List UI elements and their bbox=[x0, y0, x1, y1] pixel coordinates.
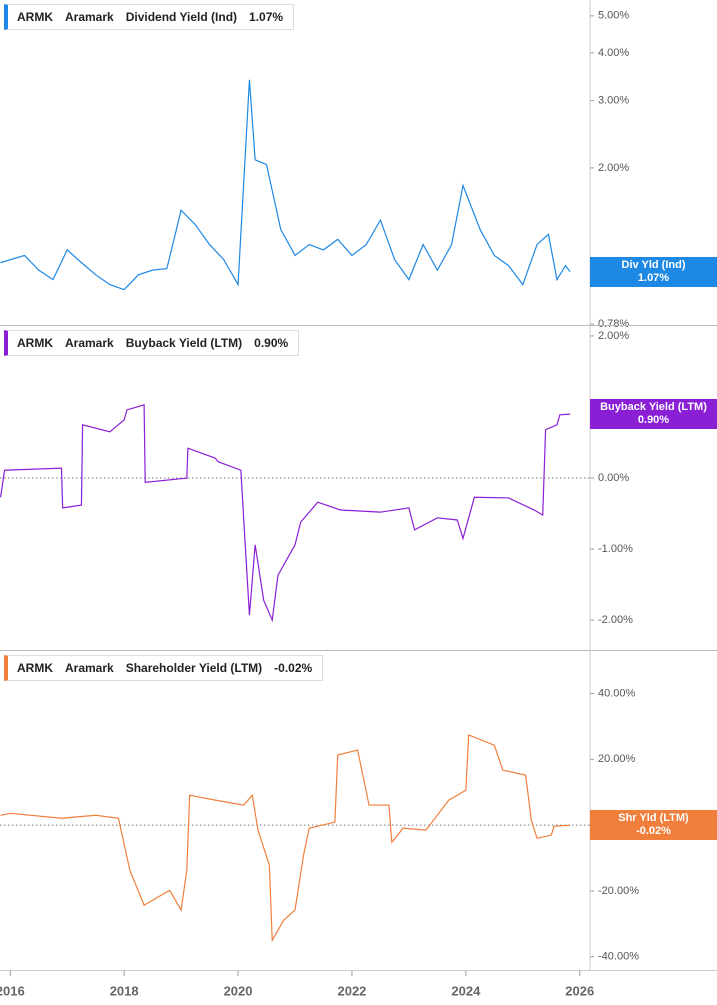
y-tick-label: 2.00% bbox=[598, 330, 629, 342]
series-line bbox=[0, 404, 571, 623]
x-tick-label: 2016 bbox=[0, 983, 25, 998]
panel-header: ARMK Aramark Shareholder Yield (LTM) -0.02% bbox=[4, 655, 324, 681]
metric-title: Dividend Yield (Ind) bbox=[125, 10, 238, 24]
last-value: -0.02% bbox=[274, 661, 313, 675]
company: Aramark bbox=[65, 661, 114, 675]
legend-tag: Buyback Yield (LTM) 0.90% bbox=[590, 399, 717, 430]
y-tick-label: -1.00% bbox=[598, 543, 633, 555]
y-tick-label: 40.00% bbox=[598, 687, 636, 699]
y-tick-label: 4.00% bbox=[598, 47, 629, 59]
x-tick-label: 2024 bbox=[451, 983, 481, 998]
legend-name: Shr Yld (LTM) bbox=[618, 812, 689, 825]
y-tick-label: -20.00% bbox=[598, 885, 639, 897]
company: Aramark bbox=[65, 336, 114, 350]
last-value: 1.07% bbox=[249, 10, 284, 24]
y-tick-label: 20.00% bbox=[598, 753, 636, 765]
x-tick-label: 2018 bbox=[110, 983, 139, 998]
panel-header: ARMK Aramark Dividend Yield (Ind) 1.07% bbox=[4, 4, 295, 30]
x-tick-label: 2020 bbox=[224, 983, 253, 998]
y-tick-label: 5.00% bbox=[598, 10, 629, 22]
ticker: ARMK bbox=[17, 10, 53, 24]
company: Aramark bbox=[65, 10, 114, 24]
x-tick-label: 2026 bbox=[565, 983, 594, 998]
legend-value: 0.90% bbox=[637, 414, 670, 427]
x-tick-label: 2022 bbox=[337, 983, 366, 998]
legend-tag: Div Yld (Ind) 1.07% bbox=[590, 256, 717, 287]
ticker: ARMK bbox=[17, 661, 53, 675]
legend-name: Div Yld (Ind) bbox=[621, 258, 686, 271]
legend-name: Buyback Yield (LTM) bbox=[600, 401, 707, 414]
panel-header: ARMK Aramark Buyback Yield (LTM) 0.90% bbox=[4, 330, 300, 356]
y-tick-label: 0.78% bbox=[598, 318, 629, 330]
legend-tag: Shr Yld (LTM) -0.02% bbox=[590, 810, 717, 841]
legend-value: -0.02% bbox=[636, 825, 671, 838]
ticker: ARMK bbox=[17, 336, 53, 350]
y-tick-label: 2.00% bbox=[598, 162, 629, 174]
metric-title: Buyback Yield (LTM) bbox=[125, 336, 243, 350]
series-line bbox=[0, 734, 571, 943]
legend-value: 1.07% bbox=[637, 271, 670, 284]
metric-title: Shareholder Yield (LTM) bbox=[125, 661, 263, 675]
last-value: 0.90% bbox=[254, 336, 289, 350]
y-tick-label: 3.00% bbox=[598, 94, 629, 106]
y-tick-label: -2.00% bbox=[598, 614, 633, 626]
y-tick-label: 0.00% bbox=[598, 472, 629, 484]
y-tick-label: -40.00% bbox=[598, 951, 639, 963]
series-line bbox=[0, 79, 571, 291]
